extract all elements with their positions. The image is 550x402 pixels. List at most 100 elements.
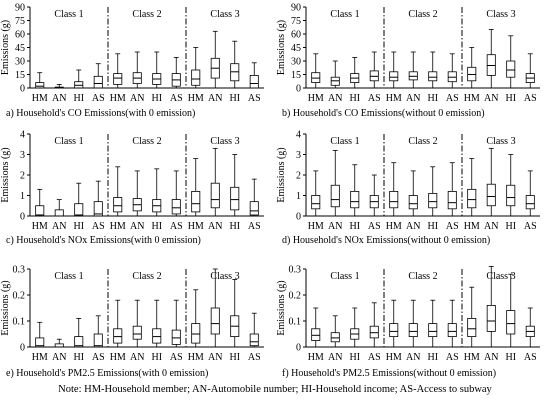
- box-iqr: [447, 190, 457, 210]
- y-tick-label: 60: [291, 30, 301, 41]
- box-hm-class1: [35, 321, 45, 348]
- box-hi-class2: [428, 51, 438, 89]
- box-hm-class2: [113, 53, 123, 89]
- x-tick-label: AS: [368, 221, 381, 232]
- box-hi-class2: [152, 299, 162, 348]
- x-tick-label: HM: [188, 221, 204, 232]
- y-axis-label: Emissions (g): [276, 280, 287, 335]
- x-tick-label: AN: [208, 352, 222, 363]
- box-hi-class1: [350, 57, 360, 89]
- x-tick-label: AN: [130, 221, 144, 232]
- x-tick-label: HM: [188, 352, 204, 363]
- class-label: Class 1: [330, 136, 359, 147]
- box-hi-class2: [428, 166, 438, 217]
- class-label: Class 2: [132, 136, 161, 147]
- x-tick-label: AS: [92, 221, 105, 232]
- box-hi-class3: [230, 278, 240, 348]
- y-tick-label: 75: [15, 16, 25, 27]
- y-axis-label: Emissions (g): [0, 20, 11, 75]
- box-iqr: [171, 199, 181, 215]
- x-tick-label: AS: [248, 352, 261, 363]
- y-tick-label: 0: [20, 212, 25, 223]
- x-tick-label: AS: [446, 221, 459, 232]
- box-as-class3: [249, 62, 259, 89]
- panel-caption: a) Household's CO Emissions(with 0 emiss…: [6, 108, 195, 119]
- box-hm-class2: [113, 299, 123, 348]
- box-iqr: [210, 307, 220, 335]
- box-hm-class2: [389, 51, 399, 89]
- x-tick-label: AN: [328, 93, 342, 104]
- x-tick-label: HI: [151, 352, 162, 363]
- box-an-class2: [132, 299, 142, 348]
- box-an-class3: [486, 29, 496, 89]
- class-label: Class 2: [408, 9, 437, 20]
- panel-caption: b) Household's CO Emissions(without 0 em…: [282, 108, 485, 119]
- box-iqr: [467, 317, 477, 337]
- x-tick-label: HM: [308, 221, 324, 232]
- x-tick-label: HI: [229, 352, 240, 363]
- box-as-class1: [369, 174, 379, 217]
- x-tick-label: AS: [524, 221, 537, 232]
- x-tick-label: AS: [446, 352, 459, 363]
- x-tick-label: HM: [110, 93, 126, 104]
- box-iqr: [249, 75, 259, 89]
- class-label: Class 1: [54, 136, 83, 147]
- y-tick-label: 0.2: [13, 291, 26, 302]
- box-as-class1: [369, 302, 379, 348]
- box-hi-class2: [152, 168, 162, 217]
- box-an-class3: [486, 265, 496, 348]
- box-iqr: [35, 82, 45, 89]
- y-tick-label: 3: [20, 150, 25, 161]
- box-iqr: [132, 325, 142, 340]
- box-iqr: [486, 304, 496, 332]
- box-iqr: [506, 184, 516, 207]
- box-iqr: [113, 73, 123, 85]
- box-iqr: [249, 201, 259, 216]
- box-as-class3: [525, 307, 535, 348]
- x-tick-label: AN: [130, 93, 144, 104]
- x-tick-label: HM: [308, 352, 324, 363]
- box-an-class1: [330, 60, 340, 89]
- x-tick-label: HM: [386, 93, 402, 104]
- x-tick-label: HM: [386, 352, 402, 363]
- class-label: Class 2: [408, 271, 437, 282]
- box-iqr: [389, 71, 399, 82]
- x-tick-label: AN: [208, 221, 222, 232]
- box-iqr: [506, 60, 516, 78]
- box-iqr: [486, 183, 496, 207]
- box-iqr: [428, 193, 438, 209]
- x-tick-label: AS: [170, 352, 183, 363]
- box-iqr: [428, 71, 438, 82]
- y-tick-label: 90: [291, 3, 301, 14]
- x-tick-label: HM: [110, 352, 126, 363]
- x-tick-label: HM: [32, 221, 48, 232]
- x-tick-label: AS: [170, 93, 183, 104]
- box-an-class1: [54, 84, 64, 89]
- box-hm-class1: [311, 170, 321, 217]
- y-tick-label: 0: [296, 212, 301, 223]
- box-hm-class2: [113, 166, 123, 217]
- x-tick-label: AN: [484, 221, 498, 232]
- class-label: Class 3: [486, 271, 515, 282]
- y-tick-label: 0.1: [13, 317, 26, 328]
- box-an-class2: [132, 51, 142, 89]
- y-tick-label: 3: [296, 150, 301, 161]
- box-iqr: [369, 325, 379, 339]
- x-tick-label: HM: [464, 221, 480, 232]
- y-tick-label: 0: [20, 343, 25, 354]
- box-iqr: [330, 332, 340, 343]
- panel-caption: d) Household's NOx Emissions(without 0 e…: [282, 235, 490, 246]
- box-hm-class3: [191, 158, 201, 217]
- x-tick-label: AS: [92, 93, 105, 104]
- box-hi-class3: [506, 35, 516, 89]
- x-tick-label: AN: [52, 93, 66, 104]
- box-iqr: [191, 190, 201, 213]
- box-hm-class3: [191, 47, 201, 89]
- x-tick-label: AS: [368, 352, 381, 363]
- y-axis-label: Emissions (g): [276, 20, 287, 75]
- box-as-class3: [525, 170, 535, 217]
- y-axis-label: Emissions (g): [0, 147, 11, 202]
- box-an-class1: [54, 199, 64, 217]
- x-tick-label: AS: [170, 221, 183, 232]
